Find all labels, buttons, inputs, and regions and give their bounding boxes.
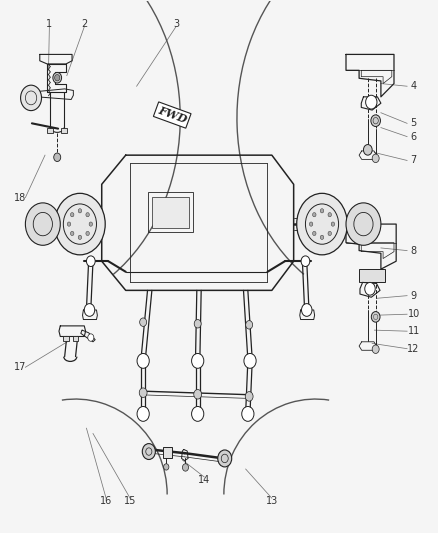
Text: 16: 16 bbox=[100, 496, 112, 506]
Text: 6: 6 bbox=[410, 132, 416, 142]
Circle shape bbox=[371, 345, 378, 353]
Bar bbox=[162, 447, 171, 458]
Circle shape bbox=[217, 450, 231, 467]
Circle shape bbox=[139, 388, 147, 398]
Circle shape bbox=[301, 304, 311, 317]
Circle shape bbox=[363, 144, 371, 155]
Circle shape bbox=[191, 407, 203, 421]
Circle shape bbox=[25, 203, 60, 245]
Circle shape bbox=[137, 407, 149, 421]
Text: 8: 8 bbox=[410, 246, 416, 256]
Bar bbox=[73, 336, 78, 341]
Circle shape bbox=[54, 193, 105, 255]
Circle shape bbox=[327, 231, 331, 236]
Circle shape bbox=[84, 304, 95, 317]
Text: 2: 2 bbox=[81, 19, 87, 29]
Circle shape bbox=[364, 282, 374, 295]
Circle shape bbox=[312, 213, 315, 217]
Circle shape bbox=[194, 319, 201, 328]
Circle shape bbox=[371, 154, 378, 163]
Bar bbox=[147, 192, 193, 232]
Bar bbox=[63, 336, 68, 341]
Circle shape bbox=[370, 115, 380, 126]
Circle shape bbox=[86, 256, 95, 266]
Circle shape bbox=[54, 75, 60, 81]
Text: 13: 13 bbox=[265, 496, 277, 506]
Circle shape bbox=[371, 312, 379, 322]
Circle shape bbox=[312, 231, 315, 236]
Circle shape bbox=[78, 235, 81, 239]
Circle shape bbox=[241, 407, 254, 421]
Circle shape bbox=[53, 153, 60, 161]
Circle shape bbox=[182, 464, 188, 471]
Text: 17: 17 bbox=[14, 362, 26, 372]
Circle shape bbox=[67, 222, 71, 226]
Text: 1: 1 bbox=[46, 19, 52, 29]
Circle shape bbox=[86, 231, 89, 236]
Text: 5: 5 bbox=[410, 118, 416, 128]
Text: 3: 3 bbox=[173, 19, 179, 29]
Circle shape bbox=[330, 222, 334, 226]
Circle shape bbox=[142, 443, 155, 459]
Circle shape bbox=[345, 203, 380, 245]
Text: 15: 15 bbox=[124, 496, 136, 506]
Bar bbox=[152, 197, 188, 228]
Circle shape bbox=[193, 390, 201, 399]
Circle shape bbox=[365, 95, 376, 109]
Text: 10: 10 bbox=[406, 309, 419, 319]
Circle shape bbox=[137, 353, 149, 368]
Circle shape bbox=[320, 235, 323, 239]
Circle shape bbox=[245, 392, 253, 401]
Circle shape bbox=[89, 222, 92, 226]
Circle shape bbox=[245, 320, 252, 329]
Circle shape bbox=[244, 353, 255, 368]
Text: FWD: FWD bbox=[156, 105, 188, 125]
Text: 18: 18 bbox=[14, 192, 26, 203]
Circle shape bbox=[21, 85, 42, 111]
Circle shape bbox=[320, 209, 323, 213]
Circle shape bbox=[139, 318, 146, 326]
Circle shape bbox=[70, 231, 74, 236]
Bar bbox=[358, 269, 385, 282]
Circle shape bbox=[191, 353, 203, 368]
Circle shape bbox=[309, 222, 312, 226]
Circle shape bbox=[88, 334, 94, 341]
Text: 4: 4 bbox=[410, 81, 416, 91]
Circle shape bbox=[296, 193, 346, 255]
Circle shape bbox=[300, 256, 309, 266]
Text: 7: 7 bbox=[410, 156, 416, 165]
Circle shape bbox=[70, 213, 74, 217]
Bar bbox=[47, 127, 53, 133]
Text: 14: 14 bbox=[198, 475, 210, 484]
Circle shape bbox=[327, 213, 331, 217]
Text: 9: 9 bbox=[410, 290, 416, 301]
Text: 12: 12 bbox=[406, 344, 419, 354]
Text: 11: 11 bbox=[406, 326, 419, 336]
Circle shape bbox=[86, 213, 89, 217]
Circle shape bbox=[78, 209, 81, 213]
Bar bbox=[60, 127, 67, 133]
Circle shape bbox=[53, 72, 61, 83]
Circle shape bbox=[163, 464, 169, 470]
